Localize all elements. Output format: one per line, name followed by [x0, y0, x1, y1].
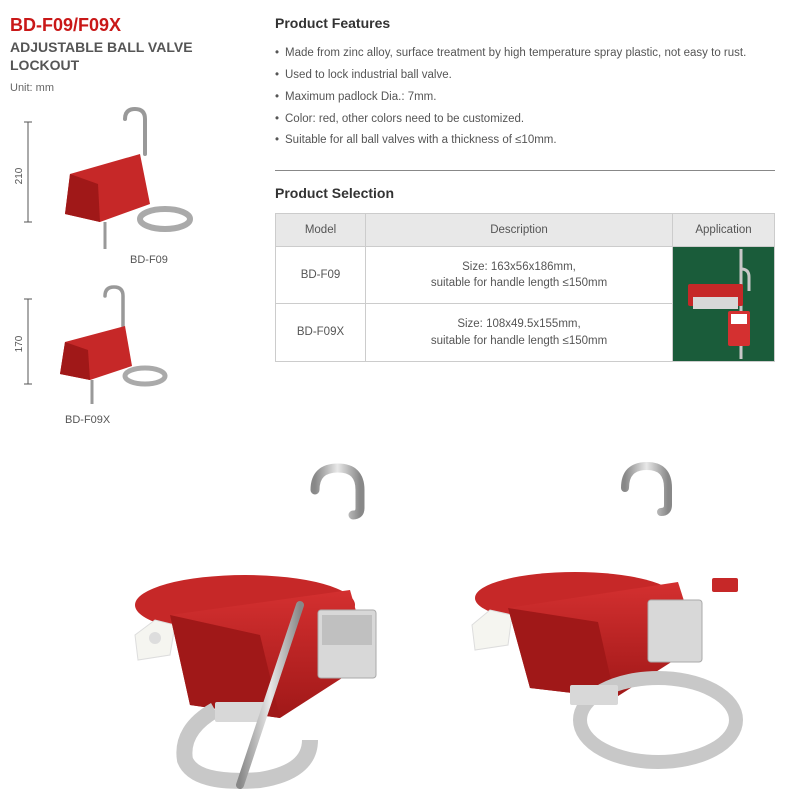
- diagram-label-f09: BD-F09: [130, 254, 168, 266]
- cell-model: BD-F09: [276, 247, 366, 304]
- col-application: Application: [673, 214, 775, 247]
- cell-description: Size: 163x56x186mm, suitable for handle …: [366, 247, 673, 304]
- section-divider: [275, 170, 775, 171]
- selection-table: Model Description Application BD-F09 Siz…: [275, 213, 775, 361]
- cell-model: BD-F09X: [276, 304, 366, 361]
- feature-item: Made from zinc alloy, surface treatment …: [275, 43, 775, 65]
- selection-title: Product Selection: [275, 185, 775, 201]
- product-photos: [10, 460, 780, 790]
- product-photo-right: [430, 460, 790, 790]
- product-name: ADJUSTABLE BALL VALVE LOCKOUT: [10, 38, 260, 74]
- feature-item: Color: red, other colors need to be cust…: [275, 109, 775, 131]
- table-row: BD-F09 Size: 163x56x186mm, suitable for …: [276, 247, 775, 304]
- diagram-label-f09x: BD-F09X: [65, 414, 110, 426]
- application-photo: [673, 249, 773, 359]
- svg-text:210: 210: [14, 168, 25, 185]
- dimension-diagrams: 210 BD-F09 170 BD-F09X: [10, 104, 250, 434]
- feature-item: Maximum padlock Dia.: 7mm.: [275, 87, 775, 109]
- feature-item: Suitable for all ball valves with a thic…: [275, 130, 775, 152]
- unit-label: Unit: mm: [10, 82, 260, 94]
- features-list: Made from zinc alloy, surface treatment …: [275, 43, 775, 152]
- application-image-cell: [673, 247, 775, 361]
- features-title: Product Features: [275, 15, 775, 31]
- feature-item: Used to lock industrial ball valve.: [275, 65, 775, 87]
- svg-text:170: 170: [14, 336, 25, 353]
- product-sku: BD-F09/F09X: [10, 15, 260, 36]
- cell-description: Size: 108x49.5x155mm, suitable for handl…: [366, 304, 673, 361]
- col-model: Model: [276, 214, 366, 247]
- col-description: Description: [366, 214, 673, 247]
- product-photo-left: [60, 460, 440, 790]
